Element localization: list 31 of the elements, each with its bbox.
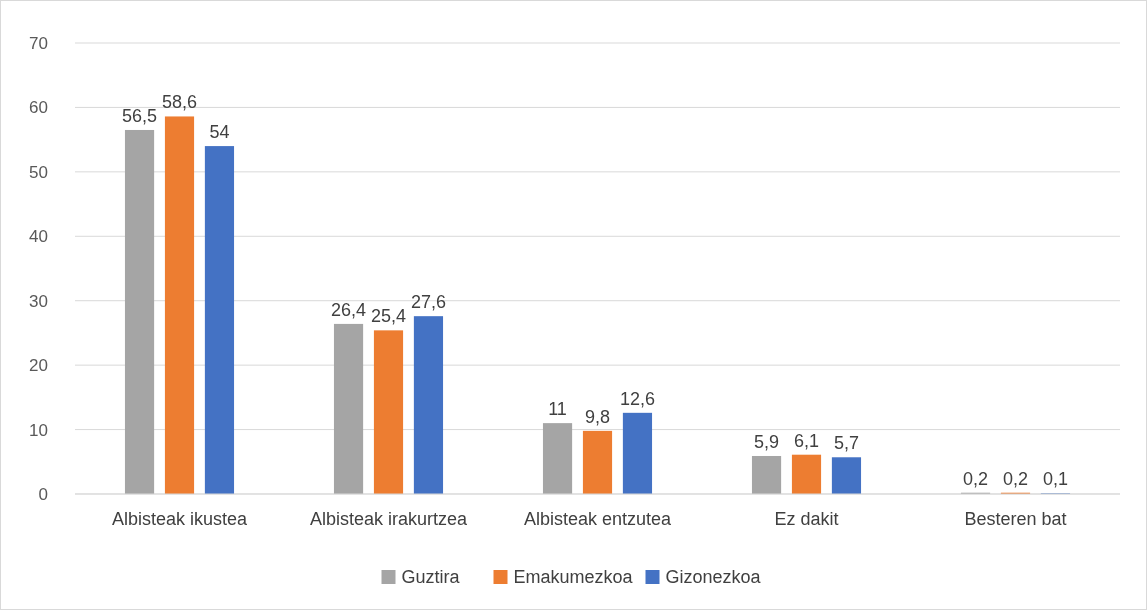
x-tick-label: Albisteak ikustea: [111, 509, 249, 529]
x-tick-label: Albisteak irakurtzea: [309, 509, 469, 529]
data-label: 27,6: [410, 292, 446, 313]
x-tick-label: Albisteak entzutea: [523, 509, 673, 529]
y-tick-label: 20: [29, 356, 48, 376]
data-label: 56,5: [122, 105, 158, 126]
y-tick-label: 0: [38, 484, 48, 504]
legend-label: Emakumezkoa: [513, 567, 634, 588]
y-tick-label: 40: [29, 227, 48, 247]
y-tick-label: 60: [29, 98, 48, 118]
data-label: 5,9: [754, 431, 780, 452]
y-tick-label: 30: [29, 291, 48, 311]
y-tick-label: 10: [29, 420, 48, 440]
data-label: 54: [209, 122, 230, 143]
data-label: 11: [548, 399, 567, 420]
data-label: 58,6: [161, 92, 198, 113]
y-tick-label: 50: [29, 162, 48, 182]
data-label: 6,1: [793, 430, 820, 451]
data-label: 12,6: [619, 388, 655, 409]
x-tick-label: Besteren bat: [964, 509, 1067, 529]
data-label: 9,8: [584, 406, 611, 427]
data-label: 25,4: [370, 306, 407, 327]
legend-label: Guztira: [401, 567, 461, 588]
data-label: 0,1: [1042, 469, 1068, 490]
data-label: 26,4: [331, 299, 367, 320]
x-tick-label: Ez dakit: [774, 509, 839, 529]
data-label: 0,2: [1002, 468, 1029, 489]
y-tick-label: 70: [29, 33, 48, 53]
data-label: 5,7: [833, 433, 859, 454]
data-label: 0,2: [963, 468, 989, 489]
legend-label: Gizonezkoa: [665, 567, 762, 588]
